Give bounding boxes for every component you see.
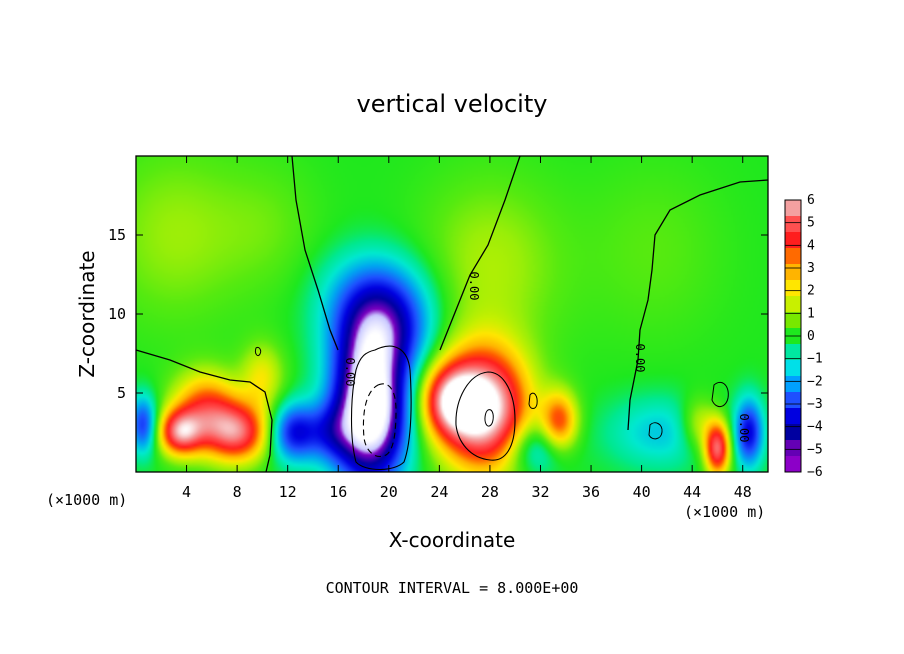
colorbar-swatch: [785, 312, 801, 329]
x-unit-note-left: (×1000 m): [46, 491, 127, 509]
x-tick-label: 36: [582, 483, 600, 501]
colorbar: 6 5 4 3 2 1 0 −1 −2 −3 −4 −5 −6: [784, 193, 823, 480]
colorbar-tick-label: −3: [807, 397, 823, 412]
colorbar-swatch: [785, 232, 801, 249]
contour-label: 0.00: [467, 272, 481, 301]
plot-area: 0.00 0.00 0.00 0.00: [135, 155, 769, 473]
colorbar-swatch: [785, 216, 801, 233]
colorbar-swatch: [785, 408, 801, 425]
colorbar-tick-label: −1: [807, 352, 823, 367]
contour-labels: 0.00 0.00 0.00 0.00: [343, 272, 751, 443]
x-tick-label: 40: [633, 483, 651, 501]
zero-contour-small: [528, 392, 538, 409]
colorbar-swatch: [785, 440, 801, 457]
colorbar-swatch: [785, 456, 801, 473]
zero-contour-small: [255, 347, 262, 357]
x-tick-label: 4: [182, 483, 191, 501]
colorbar-swatch: [785, 200, 801, 217]
x-axis-label: X-coordinate: [389, 528, 516, 552]
colorbar-swatch: [785, 360, 801, 377]
colorbar-tick-label: 5: [807, 216, 815, 231]
colorbar-swatch: [785, 424, 801, 441]
zero-contour-line: [135, 349, 273, 473]
zero-contour-small: [711, 381, 729, 407]
y-axis-ticks: 5 10 15: [108, 226, 768, 402]
colorbar-tick-label: −4: [807, 420, 823, 435]
colorbar-swatch: [785, 280, 801, 297]
zero-contour-small: [648, 422, 663, 440]
x-tick-label: 32: [531, 483, 549, 501]
colorbar-swatch: [785, 376, 801, 393]
contour-interval: CONTOUR INTERVAL = 8.000E+00: [326, 579, 579, 597]
colorbar-swatch: [785, 264, 801, 281]
zero-contour-line: [291, 155, 339, 351]
contour-label: 0.00: [737, 414, 751, 443]
negative-contour: [362, 383, 397, 457]
x-tick-label: 8: [233, 483, 242, 501]
zero-contours: [135, 155, 769, 473]
colorbar-tick-label: −2: [807, 374, 823, 389]
y-axis-label: Z-coordinate: [75, 250, 99, 377]
contour-label: 0.00: [343, 358, 357, 387]
colorbar-tick-label: −5: [807, 442, 823, 457]
colorbar-swatch: [785, 296, 801, 313]
colorbar-tick-label: 0: [807, 329, 815, 344]
x-tick-label: 28: [481, 483, 499, 501]
velocity-field: [136, 156, 768, 472]
colorbar-tick-label: 3: [807, 261, 815, 276]
y-tick-label: 5: [117, 384, 126, 402]
x-axis-ticks: 4 8 12 16 20 24 28 32 36 40 44 48: [182, 156, 752, 501]
contour-label: 0.00: [633, 344, 647, 373]
colorbar-swatch: [785, 248, 801, 265]
x-tick-label: 16: [329, 483, 347, 501]
positive-contour: [455, 371, 516, 461]
x-unit-note-right: (×1000 m): [684, 503, 765, 521]
colorbar-tick-label: 4: [807, 238, 815, 253]
colorbar-swatch: [785, 344, 801, 361]
colorbar-tick-label: 1: [807, 306, 815, 321]
zero-contour-line: [627, 179, 769, 431]
chart-title: vertical velocity: [357, 90, 548, 118]
x-tick-label: 20: [380, 483, 398, 501]
positive-contour: [484, 409, 494, 427]
colorbar-tick-label: −6: [807, 465, 823, 480]
x-tick-label: 24: [430, 483, 448, 501]
zero-contour-line: [439, 155, 521, 351]
x-tick-label: 12: [279, 483, 297, 501]
y-tick-label: 15: [108, 226, 126, 244]
negative-contour: [350, 345, 412, 471]
x-tick-label: 44: [683, 483, 701, 501]
y-tick-label: 10: [108, 305, 126, 323]
colorbar-tick-label: 2: [807, 284, 815, 299]
x-tick-label: 48: [734, 483, 752, 501]
colorbar-swatch: [785, 392, 801, 409]
colorbar-tick-label: 6: [807, 193, 815, 208]
